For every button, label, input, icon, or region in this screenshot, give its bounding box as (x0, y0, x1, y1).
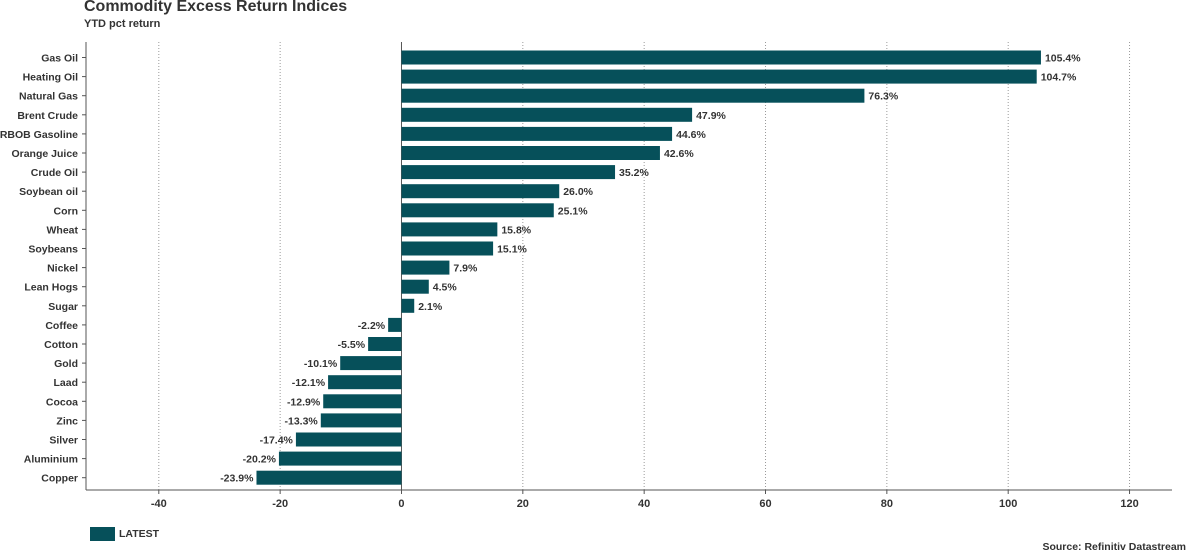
bar (256, 470, 402, 485)
category-label: Soybeans (28, 244, 78, 256)
category-label: RBOB Gasoline (0, 129, 78, 141)
category-label: Crude Oil (31, 167, 78, 179)
category-label: Zinc (56, 415, 78, 427)
data-label: 26.0% (563, 186, 593, 198)
data-label: 47.9% (696, 110, 726, 122)
category-label: Cotton (44, 339, 78, 351)
data-label: -5.5% (338, 339, 366, 351)
bar (401, 165, 616, 180)
category-label: Aluminium (24, 454, 78, 466)
bar (401, 69, 1037, 84)
x-tick-label: 40 (638, 498, 650, 510)
category-label: Wheat (47, 224, 79, 236)
bar (401, 146, 660, 160)
data-label: 44.6% (676, 129, 706, 141)
chart-subtitle: YTD pct return (84, 18, 161, 30)
category-label: Coffee (45, 320, 78, 332)
bar (401, 260, 450, 275)
chart-title: Commodity Excess Return Indices (84, 0, 348, 15)
x-tick-label: 60 (759, 498, 771, 510)
data-label: 35.2% (619, 167, 649, 179)
data-label: -17.4% (260, 435, 294, 447)
bar (320, 413, 402, 428)
x-tick-label: 0 (398, 498, 404, 510)
data-label: 15.1% (497, 244, 527, 256)
category-label: Silver (49, 435, 78, 447)
bar (368, 337, 402, 351)
bar (401, 50, 1041, 65)
category-label: Soybean oil (19, 186, 78, 198)
data-label: -10.1% (304, 358, 338, 370)
category-label: Gas Oil (41, 53, 78, 65)
category-label: Brent Crude (17, 110, 78, 122)
x-tick-label: 120 (1120, 498, 1138, 510)
data-label: -13.3% (285, 415, 319, 427)
x-tick-label: 20 (517, 498, 529, 510)
category-label: Gold (54, 358, 78, 370)
data-label: -20.2% (243, 454, 277, 466)
category-label: Lean Hogs (24, 282, 78, 294)
legend-label: LATEST (119, 528, 160, 540)
data-label: -23.9% (220, 473, 254, 485)
bar (328, 375, 402, 390)
category-label: Laad (53, 377, 78, 389)
category-label: Cocoa (46, 396, 78, 408)
category-label: Nickel (47, 263, 78, 275)
category-label: Sugar (48, 301, 78, 313)
category-label: Natural Gas (19, 91, 78, 103)
bar (278, 451, 402, 466)
data-label: -12.9% (287, 396, 321, 408)
data-label: 25.1% (558, 205, 588, 217)
bar (401, 298, 415, 313)
x-tick-label: 80 (881, 498, 893, 510)
source-note: Source: Refinitiv Datastream (1042, 541, 1186, 553)
x-tick-label: -20 (272, 498, 288, 510)
bar (295, 432, 402, 447)
legend-swatch (90, 527, 115, 541)
bar (401, 107, 693, 122)
data-label: 105.4% (1045, 53, 1081, 65)
data-label: 104.7% (1041, 72, 1077, 84)
bar (323, 394, 402, 409)
data-label: -2.2% (358, 320, 386, 332)
x-tick-label: -40 (151, 498, 167, 510)
category-label: Copper (41, 473, 78, 485)
bar (401, 279, 429, 294)
legend: LATEST (90, 527, 159, 541)
bar (340, 356, 402, 371)
bar (401, 203, 554, 218)
bar (401, 222, 498, 237)
data-label: 15.8% (501, 224, 531, 236)
bar (388, 317, 402, 332)
bar (401, 126, 673, 141)
bar (401, 88, 865, 103)
category-label: Corn (54, 205, 79, 217)
bar (401, 184, 560, 199)
bar (401, 241, 494, 256)
x-tick-label: 100 (999, 498, 1017, 510)
data-label: 42.6% (664, 148, 694, 160)
data-label: 2.1% (418, 301, 443, 313)
data-label: 4.5% (433, 282, 458, 294)
category-label: Heating Oil (23, 72, 79, 84)
category-label: Orange Juice (11, 148, 78, 160)
data-label: 76.3% (868, 91, 898, 103)
data-label: -12.1% (292, 377, 326, 389)
data-label: 7.9% (453, 263, 478, 275)
